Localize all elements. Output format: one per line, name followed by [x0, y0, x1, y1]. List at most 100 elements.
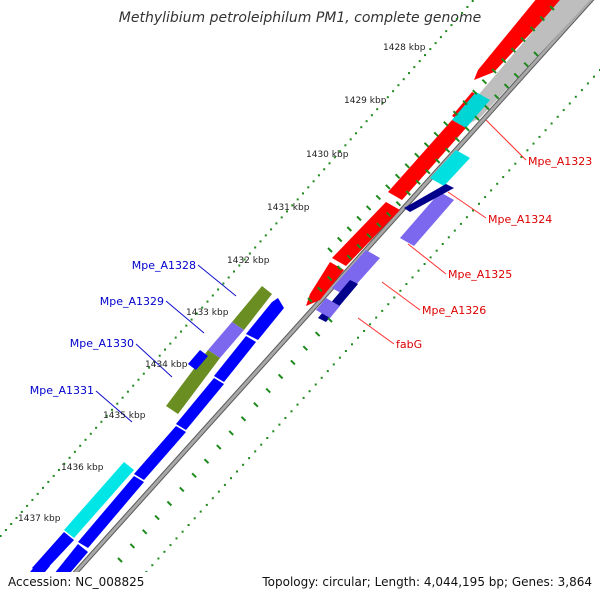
strand-dash [452, 110, 459, 116]
tick-dot [355, 132, 357, 135]
tick-dot [471, 0, 474, 2]
gene-segment[interactable] [208, 322, 244, 358]
strand-dash [327, 247, 333, 253]
tick-dot [586, 82, 589, 85]
tick-dot [142, 372, 145, 375]
tick-dot [243, 258, 246, 261]
tick-label: 1428 kbp [383, 43, 426, 53]
gene-segment[interactable] [474, 0, 562, 80]
gene-label-mpe-a1330[interactable]: Mpe_A1330 [70, 337, 134, 350]
strand-dash [375, 194, 382, 201]
tick-dot [68, 456, 71, 459]
tick-dot [52, 474, 55, 477]
strand-dash [425, 168, 431, 175]
tick-dot [413, 66, 416, 69]
tick-dot [175, 537, 178, 540]
strand-dash [549, 5, 555, 11]
strand-dash [503, 83, 510, 89]
tick-label: 1433 kbp [186, 308, 229, 318]
strand-dash [472, 89, 478, 95]
gene-segment[interactable] [332, 202, 400, 266]
tick-dot [455, 18, 458, 20]
gene-segment[interactable] [388, 120, 466, 200]
strand-dash [356, 215, 362, 222]
tick-dot [185, 324, 188, 327]
tick-dot [195, 312, 198, 315]
gene-segment[interactable] [316, 298, 340, 318]
gene-label-mpe-a1325[interactable]: Mpe_A1325 [448, 268, 512, 281]
gene-label-mpe-a1331[interactable]: Mpe_A1331 [30, 384, 94, 397]
tick-dot [211, 497, 214, 500]
strand-dash [539, 15, 546, 22]
gene-segment[interactable] [188, 350, 208, 370]
gene-segment[interactable] [332, 250, 380, 296]
tick-dot [248, 252, 251, 255]
gene-segment[interactable] [54, 544, 88, 580]
strand-dash [520, 36, 526, 43]
tick-dot [89, 432, 92, 435]
tick-dot [344, 144, 347, 147]
tick-dot [242, 463, 245, 466]
tick-dot [248, 457, 251, 460]
gene-segment[interactable] [404, 184, 454, 212]
tick-dot [190, 318, 193, 321]
tick-dot [360, 126, 363, 129]
tick-dot [132, 384, 135, 387]
tick-dot [445, 30, 448, 33]
gene-segment[interactable] [64, 462, 134, 538]
gene-segment[interactable] [214, 336, 256, 382]
gene-label-fabg[interactable]: fabG [396, 338, 422, 351]
gene-segment[interactable] [232, 286, 272, 330]
tick-dot [349, 138, 352, 141]
tick-dot [381, 102, 384, 105]
tick-dot [496, 182, 499, 185]
tick-dot [472, 209, 474, 212]
gene-segment[interactable] [176, 378, 224, 430]
strand-dash [454, 136, 461, 143]
topology-text: Topology: circular; Length: 4,044,195 bp… [261, 575, 592, 589]
gene-label-mpe-a1324[interactable]: Mpe_A1324 [488, 213, 552, 226]
strand-dash [141, 529, 148, 535]
gene-label-mpe-a1329[interactable]: Mpe_A1329 [100, 295, 164, 308]
leader-line-mpe-a1329 [165, 300, 205, 334]
tick-dot [365, 120, 368, 123]
tick-dot [461, 12, 464, 14]
tick-dot [323, 168, 326, 171]
gene-segment[interactable] [430, 150, 470, 186]
tick-dot [408, 72, 410, 75]
gene-segment[interactable] [78, 476, 144, 548]
tick-dot [405, 283, 408, 286]
strand-dash [500, 57, 507, 64]
tick-dot [199, 510, 202, 513]
gene-label-mpe-a1326[interactable]: Mpe_A1326 [422, 304, 486, 317]
tick-dot [15, 516, 18, 519]
strand-dash [474, 115, 480, 121]
gene-segment[interactable] [20, 560, 50, 590]
gene-segment[interactable] [452, 92, 490, 128]
tick-dot [332, 363, 335, 366]
strand-dash [481, 78, 488, 85]
tick-dot [116, 402, 119, 405]
gene-segment[interactable] [134, 426, 186, 480]
tick-dot [574, 95, 577, 98]
strand-dash [523, 61, 529, 68]
gene-label-mpe-a1323[interactable]: Mpe_A1323 [528, 155, 592, 168]
gene-segment[interactable] [246, 298, 284, 340]
strand-dash [385, 184, 391, 190]
tick-label: 1434 kbp [145, 360, 188, 370]
gene-segment[interactable] [166, 350, 220, 414]
tick-dot [580, 89, 583, 92]
gene-segment[interactable] [400, 192, 454, 246]
gene-label-mpe-a1328[interactable]: Mpe_A1328 [132, 259, 196, 272]
strand-dash [405, 190, 412, 196]
tick-dot [163, 550, 166, 553]
strand-dash [253, 401, 259, 408]
tick-label: 1432 kbp [227, 256, 270, 266]
strand-dash [154, 514, 160, 521]
gene-segment[interactable] [306, 262, 344, 306]
tick-dot [266, 437, 269, 439]
leader-line-mpe-a1330 [135, 343, 173, 378]
strand-dash [491, 68, 497, 74]
tick-dot [260, 443, 263, 446]
tick-dot [508, 169, 511, 172]
